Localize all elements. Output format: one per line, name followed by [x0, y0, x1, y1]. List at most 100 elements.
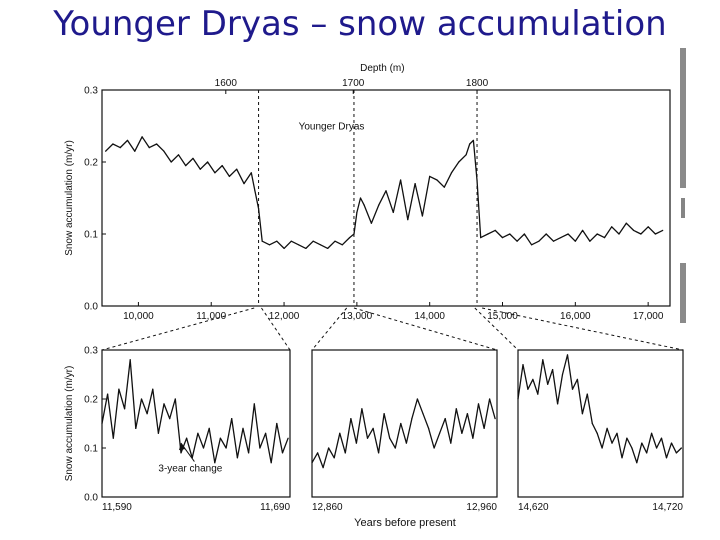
data-point: [429, 175, 431, 177]
data-point: [328, 447, 330, 449]
data-point: [421, 215, 423, 217]
data-point: [552, 369, 554, 371]
data-point: [389, 437, 391, 439]
data-point: [566, 354, 569, 356]
data-point: [509, 233, 511, 235]
data-point: [202, 447, 205, 449]
data-point: [276, 422, 278, 425]
data-point: [197, 432, 199, 434]
data-point: [611, 226, 613, 228]
data-point: [626, 437, 628, 439]
inset-chart-1: 0.0 0.1 0.2 0.3 11,590 11,690 Snow accumulatio…: [64, 346, 291, 513]
data-point: [112, 437, 114, 439]
data-point: [174, 398, 176, 400]
y-tick-label: 0.1: [84, 230, 98, 241]
data-point: [105, 150, 107, 152]
data-point: [261, 240, 263, 242]
data-point: [405, 442, 407, 444]
data-point: [383, 413, 385, 415]
x-tick-label: 12,960: [466, 502, 497, 513]
plot-frame: [101, 349, 291, 498]
data-point: [283, 247, 285, 249]
data-point: [322, 467, 324, 469]
data-point: [327, 247, 329, 249]
data-point: [586, 393, 588, 395]
data-point: [231, 418, 233, 420]
data-point: [444, 418, 446, 420]
data-point: [640, 233, 642, 235]
y-axis-label: Snow accumulation (m/yr): [64, 140, 75, 256]
x-tick-label: 11,590: [102, 502, 132, 513]
x-tick-label: 12,860: [312, 502, 343, 513]
data-line: [105, 136, 663, 250]
data-point: [472, 139, 474, 141]
data-point: [317, 452, 319, 454]
data-point: [596, 432, 598, 434]
x-tick-label: 14,720: [652, 502, 683, 513]
data-point: [450, 442, 452, 444]
data-point: [480, 237, 482, 239]
data-point: [517, 398, 519, 400]
data-point: [311, 462, 313, 464]
data-point: [268, 244, 271, 246]
data-point: [545, 233, 547, 235]
data-point: [319, 244, 322, 246]
annotation-arrow: [180, 442, 195, 462]
x-tick-label: 16,000: [560, 311, 591, 322]
data-point: [163, 403, 165, 405]
data-point: [370, 222, 372, 224]
data-point: [208, 427, 210, 429]
x-tick-label: 13,000: [342, 311, 373, 322]
top-axis-label: Depth (m): [360, 63, 404, 74]
data-point: [439, 432, 441, 434]
plot-frame: [101, 89, 671, 307]
data-point: [152, 388, 154, 390]
data-point: [185, 165, 187, 167]
data-point: [625, 222, 627, 224]
zoom-connector-left: [101, 307, 255, 351]
data-point: [660, 437, 663, 439]
data-point: [675, 452, 678, 454]
data-point: [428, 427, 430, 429]
data-point: [253, 403, 255, 405]
data-point: [350, 418, 352, 420]
data-point: [450, 172, 453, 174]
data-point: [522, 364, 524, 366]
data-line: [101, 359, 289, 464]
data-point: [236, 457, 238, 459]
data-point: [591, 422, 593, 425]
data-point: [156, 143, 158, 145]
data-point: [118, 388, 120, 390]
data-point: [258, 208, 260, 210]
data-point: [670, 442, 673, 444]
data-point: [186, 437, 188, 439]
top-tick-label: 1600: [215, 78, 238, 89]
data-point: [339, 432, 341, 434]
data-point: [243, 183, 245, 185]
data-point: [248, 452, 250, 454]
data-point: [422, 413, 424, 415]
data-point: [411, 418, 413, 420]
data-point: [557, 403, 559, 405]
y-tick-label: 0.0: [84, 302, 98, 313]
data-point: [576, 378, 579, 380]
x-tick-label: 11,000: [196, 311, 226, 322]
data-point: [107, 393, 109, 395]
top-tick-label: 1700: [342, 78, 365, 89]
data-point: [270, 462, 272, 464]
data-point: [662, 229, 664, 231]
data-point: [494, 229, 496, 231]
data-point: [443, 186, 445, 188]
data-point: [341, 244, 343, 246]
data-point: [646, 452, 648, 454]
data-point: [465, 154, 467, 156]
data-point: [501, 237, 504, 239]
data-point: [618, 233, 620, 235]
data-point: [192, 157, 194, 159]
data-point: [250, 172, 252, 174]
data-line: [517, 354, 682, 464]
data-point: [596, 233, 598, 235]
plot-frame: [311, 349, 498, 498]
data-point: [135, 427, 137, 429]
